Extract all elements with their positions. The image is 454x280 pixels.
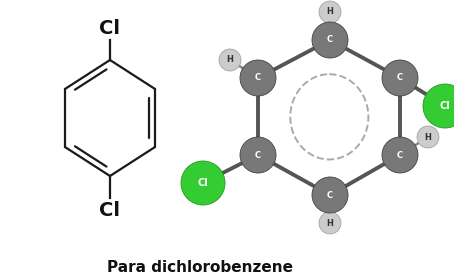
Text: C: C [327,36,333,45]
Text: C: C [397,74,403,83]
Circle shape [382,60,418,96]
Circle shape [219,49,241,71]
Circle shape [382,137,418,173]
Circle shape [319,1,341,23]
Text: C: C [397,151,403,160]
Text: C: C [327,190,333,199]
Text: H: H [326,218,333,227]
Text: Cl: Cl [439,101,450,111]
Circle shape [423,84,454,128]
Circle shape [181,161,225,205]
Text: C: C [255,151,261,160]
Circle shape [240,137,276,173]
Text: Cl: Cl [99,200,120,220]
Text: Para dichlorobenzene: Para dichlorobenzene [107,260,293,276]
Circle shape [312,177,348,213]
Circle shape [319,212,341,234]
Text: H: H [326,8,333,17]
Circle shape [417,126,439,148]
Text: Cl: Cl [197,178,208,188]
Circle shape [312,22,348,58]
Text: H: H [424,132,431,141]
Text: C: C [255,74,261,83]
Circle shape [240,60,276,96]
Text: H: H [227,55,233,64]
Text: Cl: Cl [99,18,120,38]
